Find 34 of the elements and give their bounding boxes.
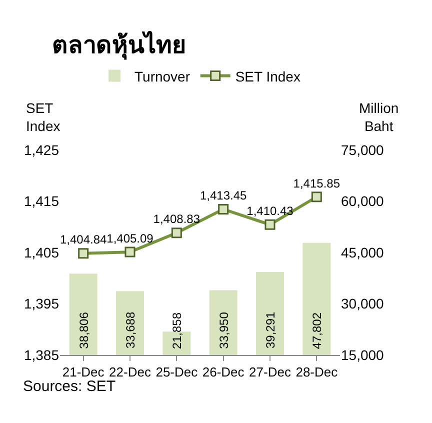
legend-label: Turnover (134, 68, 190, 84)
data-label: 1,405.09 (106, 231, 154, 246)
x-tick-label: 22-Dec (109, 364, 152, 380)
x-tick-label: 27-Dec (249, 364, 292, 380)
chart-title: ตลาดหุ้นไทย (52, 30, 186, 61)
data-label: 33,950 (216, 312, 231, 349)
y-axis-title: SET Index (26, 100, 60, 134)
data-label: 1,408.83 (153, 212, 200, 226)
data-label: 47,802 (310, 312, 324, 350)
legend-label: SET Index (235, 68, 300, 84)
y-tick-label: 1,405 (24, 244, 60, 260)
data-label: 1,404.84 (60, 232, 108, 247)
data-label: 33,688 (124, 311, 138, 348)
data-label: 1,410.43 (246, 204, 294, 218)
x-tick-label: 28-Dec (296, 364, 338, 380)
x-tick-label: 21-Dec (62, 364, 105, 380)
x-tick-label: 25-Dec (156, 364, 198, 380)
y2-tick-label: 15,000 (341, 346, 384, 363)
x-tick-label: 26-Dec (202, 364, 245, 380)
y2-tick-label: 30,000 (341, 296, 384, 312)
y-tick-label: 1,395 (24, 296, 60, 312)
data-label: 1,415.85 (293, 176, 340, 190)
data-label: 1,413.45 (200, 188, 248, 203)
data-label: 38,806 (76, 312, 91, 349)
y2-tick-label: 60,000 (341, 193, 384, 210)
y2-tick-label: 75,000 (341, 142, 384, 158)
y-tick-label: 1,415 (24, 193, 60, 210)
source-note: Sources: SET (23, 378, 116, 395)
data-label: 21,858 (170, 312, 184, 350)
y-tick-label: 1,385 (24, 346, 60, 363)
y2-axis-title: Million Baht (359, 100, 399, 134)
data-label: 39,291 (264, 311, 278, 348)
y2-tick-label: 45,000 (341, 244, 384, 260)
y-tick-label: 1,425 (24, 142, 60, 158)
